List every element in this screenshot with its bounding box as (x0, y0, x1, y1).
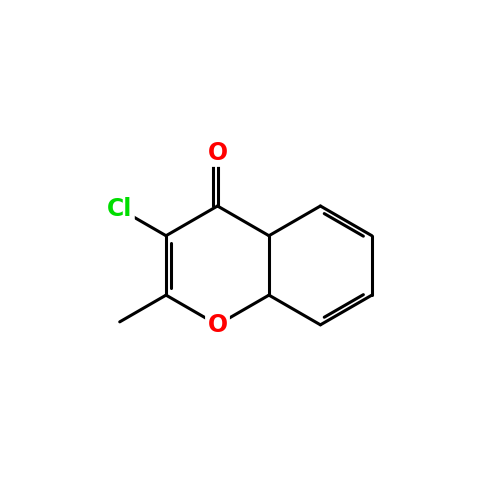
Text: O: O (208, 313, 228, 337)
Text: O: O (208, 140, 228, 164)
Text: Cl: Cl (107, 197, 132, 221)
